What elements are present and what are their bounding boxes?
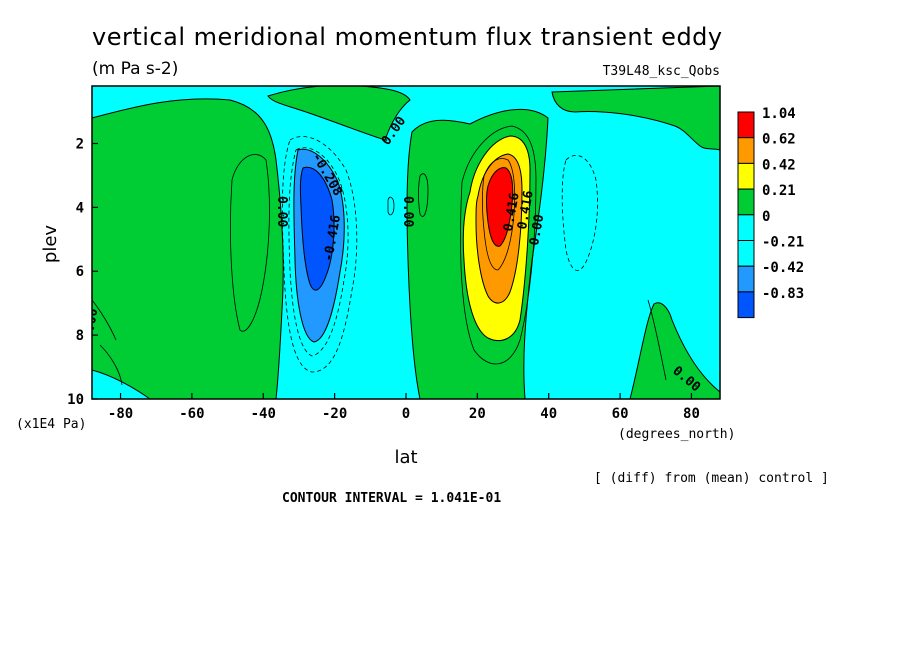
colorbar-label: 0.62 bbox=[762, 132, 796, 148]
colorbar-swatch bbox=[737, 291, 755, 319]
y-axis-label: plev bbox=[40, 225, 61, 264]
x-tick-label: 20 bbox=[469, 406, 486, 422]
y-tick-label: 8 bbox=[76, 328, 84, 344]
contour-label: 0.00 bbox=[527, 213, 547, 247]
colorbar: 1.04 0.62 0.42 0.21 0 -0.21 -0.42 -0.83 bbox=[737, 106, 804, 319]
red-region bbox=[486, 167, 514, 247]
x-tick-label: -40 bbox=[251, 406, 276, 422]
blue-region-core bbox=[299, 166, 335, 291]
contour-label: 0.416 bbox=[515, 189, 537, 230]
colorbar-swatch bbox=[737, 137, 755, 164]
contour-lines bbox=[92, 125, 667, 386]
contour-label: 0.00 bbox=[81, 307, 101, 341]
colorbar-swatch bbox=[737, 214, 755, 242]
y-tick-label: 4 bbox=[76, 200, 84, 216]
run-label: T39L48_ksc_Qobs bbox=[603, 64, 720, 79]
colorbar-label: -0.21 bbox=[762, 235, 804, 251]
green-region-west bbox=[92, 98, 284, 399]
x-tick-label: 60 bbox=[612, 406, 629, 422]
x-tick-label: -20 bbox=[322, 406, 347, 422]
x-tick-label: -60 bbox=[179, 406, 204, 422]
diff-note: [ (diff) from (mean) control ] bbox=[594, 471, 829, 486]
y-axis-ticks: 2 4 6 8 10 bbox=[67, 136, 98, 408]
colorbar-label: -0.83 bbox=[762, 286, 804, 302]
contour-interval-label: CONTOUR INTERVAL = 1.041E-01 bbox=[282, 491, 501, 506]
contour-field: 0.00 0.00 0.00 0.00 0.00 0.00 -0.208 -0.… bbox=[81, 86, 720, 399]
units-label: (m Pa s-2) bbox=[92, 59, 178, 79]
dashed-contour-lines bbox=[281, 136, 598, 373]
colorbar-label: 0.21 bbox=[762, 183, 796, 199]
colorbar-label: 1.04 bbox=[762, 106, 796, 122]
contour-label: 0.00 bbox=[400, 196, 415, 227]
x-unit-label: (degrees_north) bbox=[618, 427, 735, 442]
x-tick-label: 80 bbox=[683, 406, 700, 422]
green-region-east-bottom bbox=[629, 302, 720, 399]
colorbar-label: -0.42 bbox=[762, 260, 804, 276]
colorbar-swatch bbox=[737, 188, 755, 216]
x-axis-ticks: -80 -60 -40 -20 0 20 40 60 80 bbox=[108, 393, 700, 422]
y-tick-label: 10 bbox=[67, 392, 84, 408]
chart-title: vertical meridional momentum flux transi… bbox=[92, 23, 723, 51]
x-tick-label: -80 bbox=[108, 406, 133, 422]
y-unit-label: (x1E4 Pa) bbox=[16, 417, 86, 432]
y-tick-label: 2 bbox=[76, 136, 84, 152]
x-tick-label: 40 bbox=[540, 406, 557, 422]
colorbar-swatch bbox=[737, 265, 755, 293]
colorbar-label: 0.42 bbox=[762, 157, 796, 173]
x-tick-label: 0 bbox=[402, 406, 410, 422]
colorbar-swatch bbox=[737, 162, 755, 190]
colorbar-label: 0 bbox=[762, 209, 770, 225]
contour-label: 0.416 bbox=[501, 191, 523, 232]
y-tick-label: 6 bbox=[76, 264, 84, 280]
colorbar-swatch bbox=[737, 111, 755, 139]
contour-label: 0.00 bbox=[274, 196, 289, 227]
x-axis-label: lat bbox=[394, 447, 417, 468]
green-region-east-top bbox=[551, 86, 720, 151]
green-region-top bbox=[267, 86, 411, 141]
colorbar-swatch bbox=[737, 240, 755, 267]
